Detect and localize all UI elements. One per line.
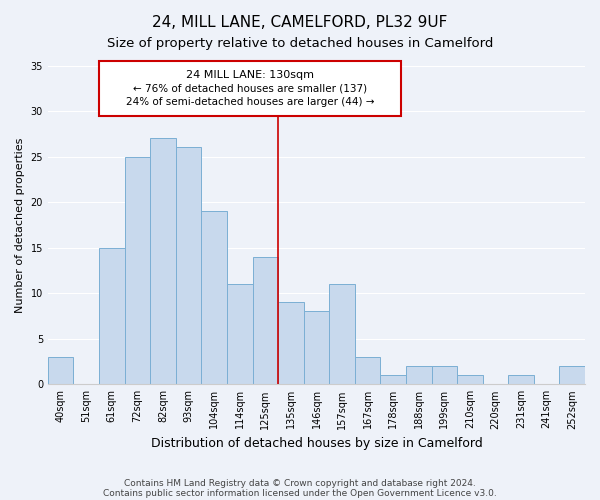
Bar — [48, 357, 73, 384]
Bar — [202, 211, 227, 384]
Text: ← 76% of detached houses are smaller (137): ← 76% of detached houses are smaller (13… — [133, 84, 367, 94]
FancyBboxPatch shape — [99, 61, 401, 116]
Text: Size of property relative to detached houses in Camelford: Size of property relative to detached ho… — [107, 38, 493, 51]
Bar — [508, 375, 534, 384]
Bar — [559, 366, 585, 384]
Bar — [380, 375, 406, 384]
Bar — [355, 357, 380, 384]
Text: Contains HM Land Registry data © Crown copyright and database right 2024.: Contains HM Land Registry data © Crown c… — [124, 478, 476, 488]
Bar — [99, 248, 125, 384]
Bar — [329, 284, 355, 384]
Bar — [253, 257, 278, 384]
Bar — [227, 284, 253, 384]
Text: 24, MILL LANE, CAMELFORD, PL32 9UF: 24, MILL LANE, CAMELFORD, PL32 9UF — [152, 15, 448, 30]
Bar — [406, 366, 431, 384]
Bar — [304, 312, 329, 384]
Bar — [431, 366, 457, 384]
Text: 24% of semi-detached houses are larger (44) →: 24% of semi-detached houses are larger (… — [126, 98, 374, 108]
Bar — [278, 302, 304, 384]
Text: Contains public sector information licensed under the Open Government Licence v3: Contains public sector information licen… — [103, 488, 497, 498]
Bar — [150, 138, 176, 384]
Y-axis label: Number of detached properties: Number of detached properties — [15, 137, 25, 312]
Bar — [176, 148, 202, 384]
X-axis label: Distribution of detached houses by size in Camelford: Distribution of detached houses by size … — [151, 437, 482, 450]
Text: 24 MILL LANE: 130sqm: 24 MILL LANE: 130sqm — [186, 70, 314, 80]
Bar — [125, 156, 150, 384]
Bar — [457, 375, 482, 384]
